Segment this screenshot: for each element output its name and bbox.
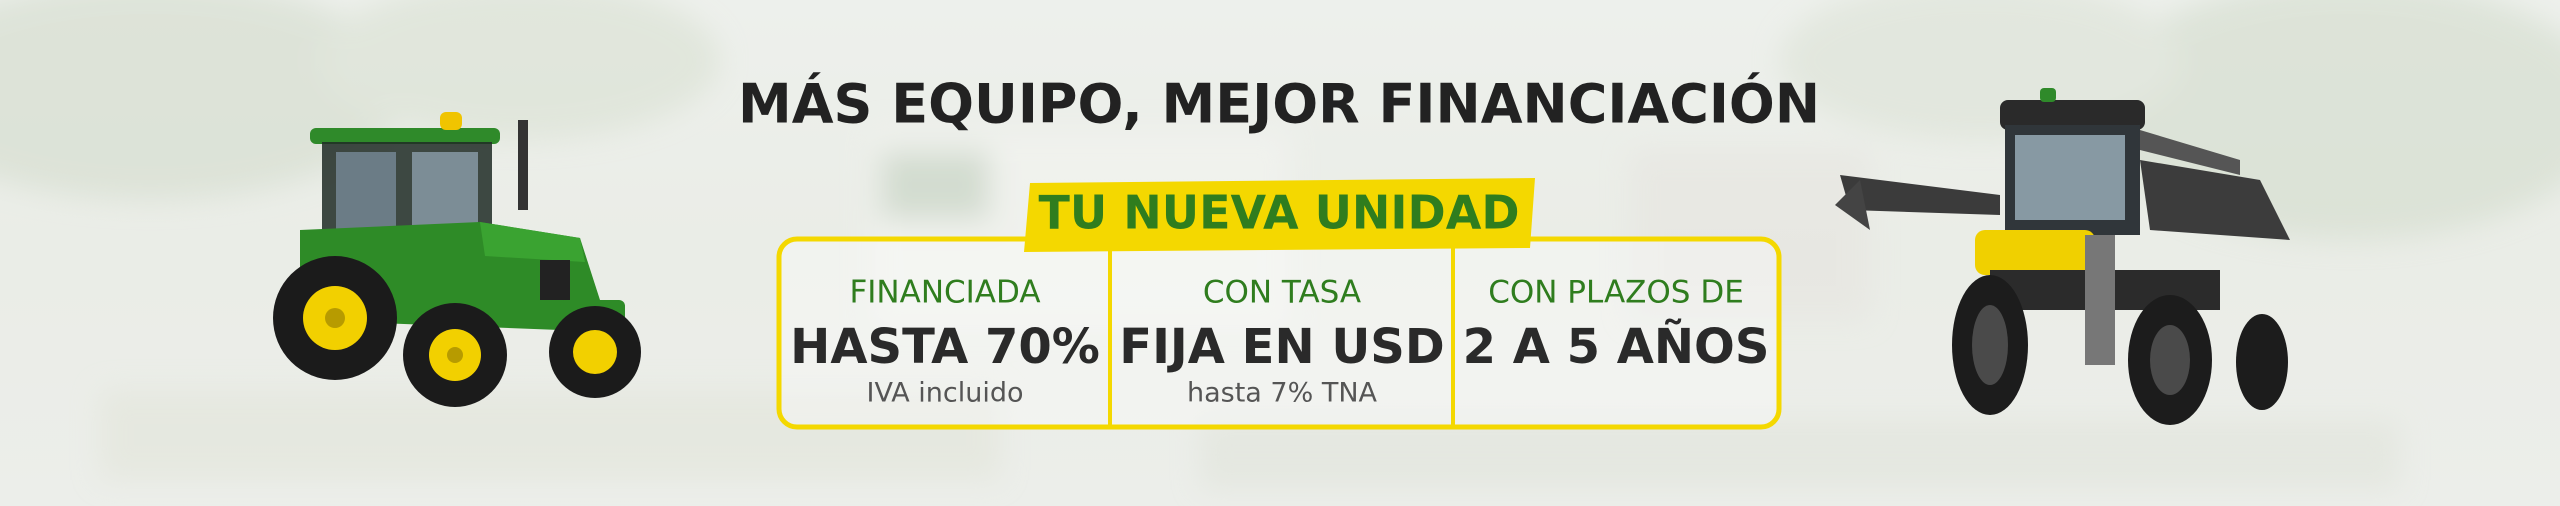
column-note: hasta 7% TNA xyxy=(1187,378,1378,409)
column-main: HASTA 70% xyxy=(790,319,1100,375)
title: MÁS EQUIPO, MEJOR FINANCIACIÓN xyxy=(738,73,1820,136)
tractor-image xyxy=(273,112,641,407)
column-label: FINANCIADA xyxy=(849,275,1040,311)
column-label: CON PLAZOS DE xyxy=(1488,275,1744,311)
sprayer-image xyxy=(1835,88,2290,425)
tab-text: TU NUEVA UNIDAD xyxy=(1038,186,1519,240)
column-note: IVA incluido xyxy=(867,378,1024,409)
tab xyxy=(1024,178,1535,252)
column-label: CON TASA xyxy=(1203,275,1361,311)
column-main: FIJA EN USD xyxy=(1119,319,1444,375)
column-main: 2 A 5 AÑOS xyxy=(1463,318,1770,375)
columns: FINANCIADA HASTA 70%IVA incluido CON TASA F… xyxy=(790,275,1769,409)
